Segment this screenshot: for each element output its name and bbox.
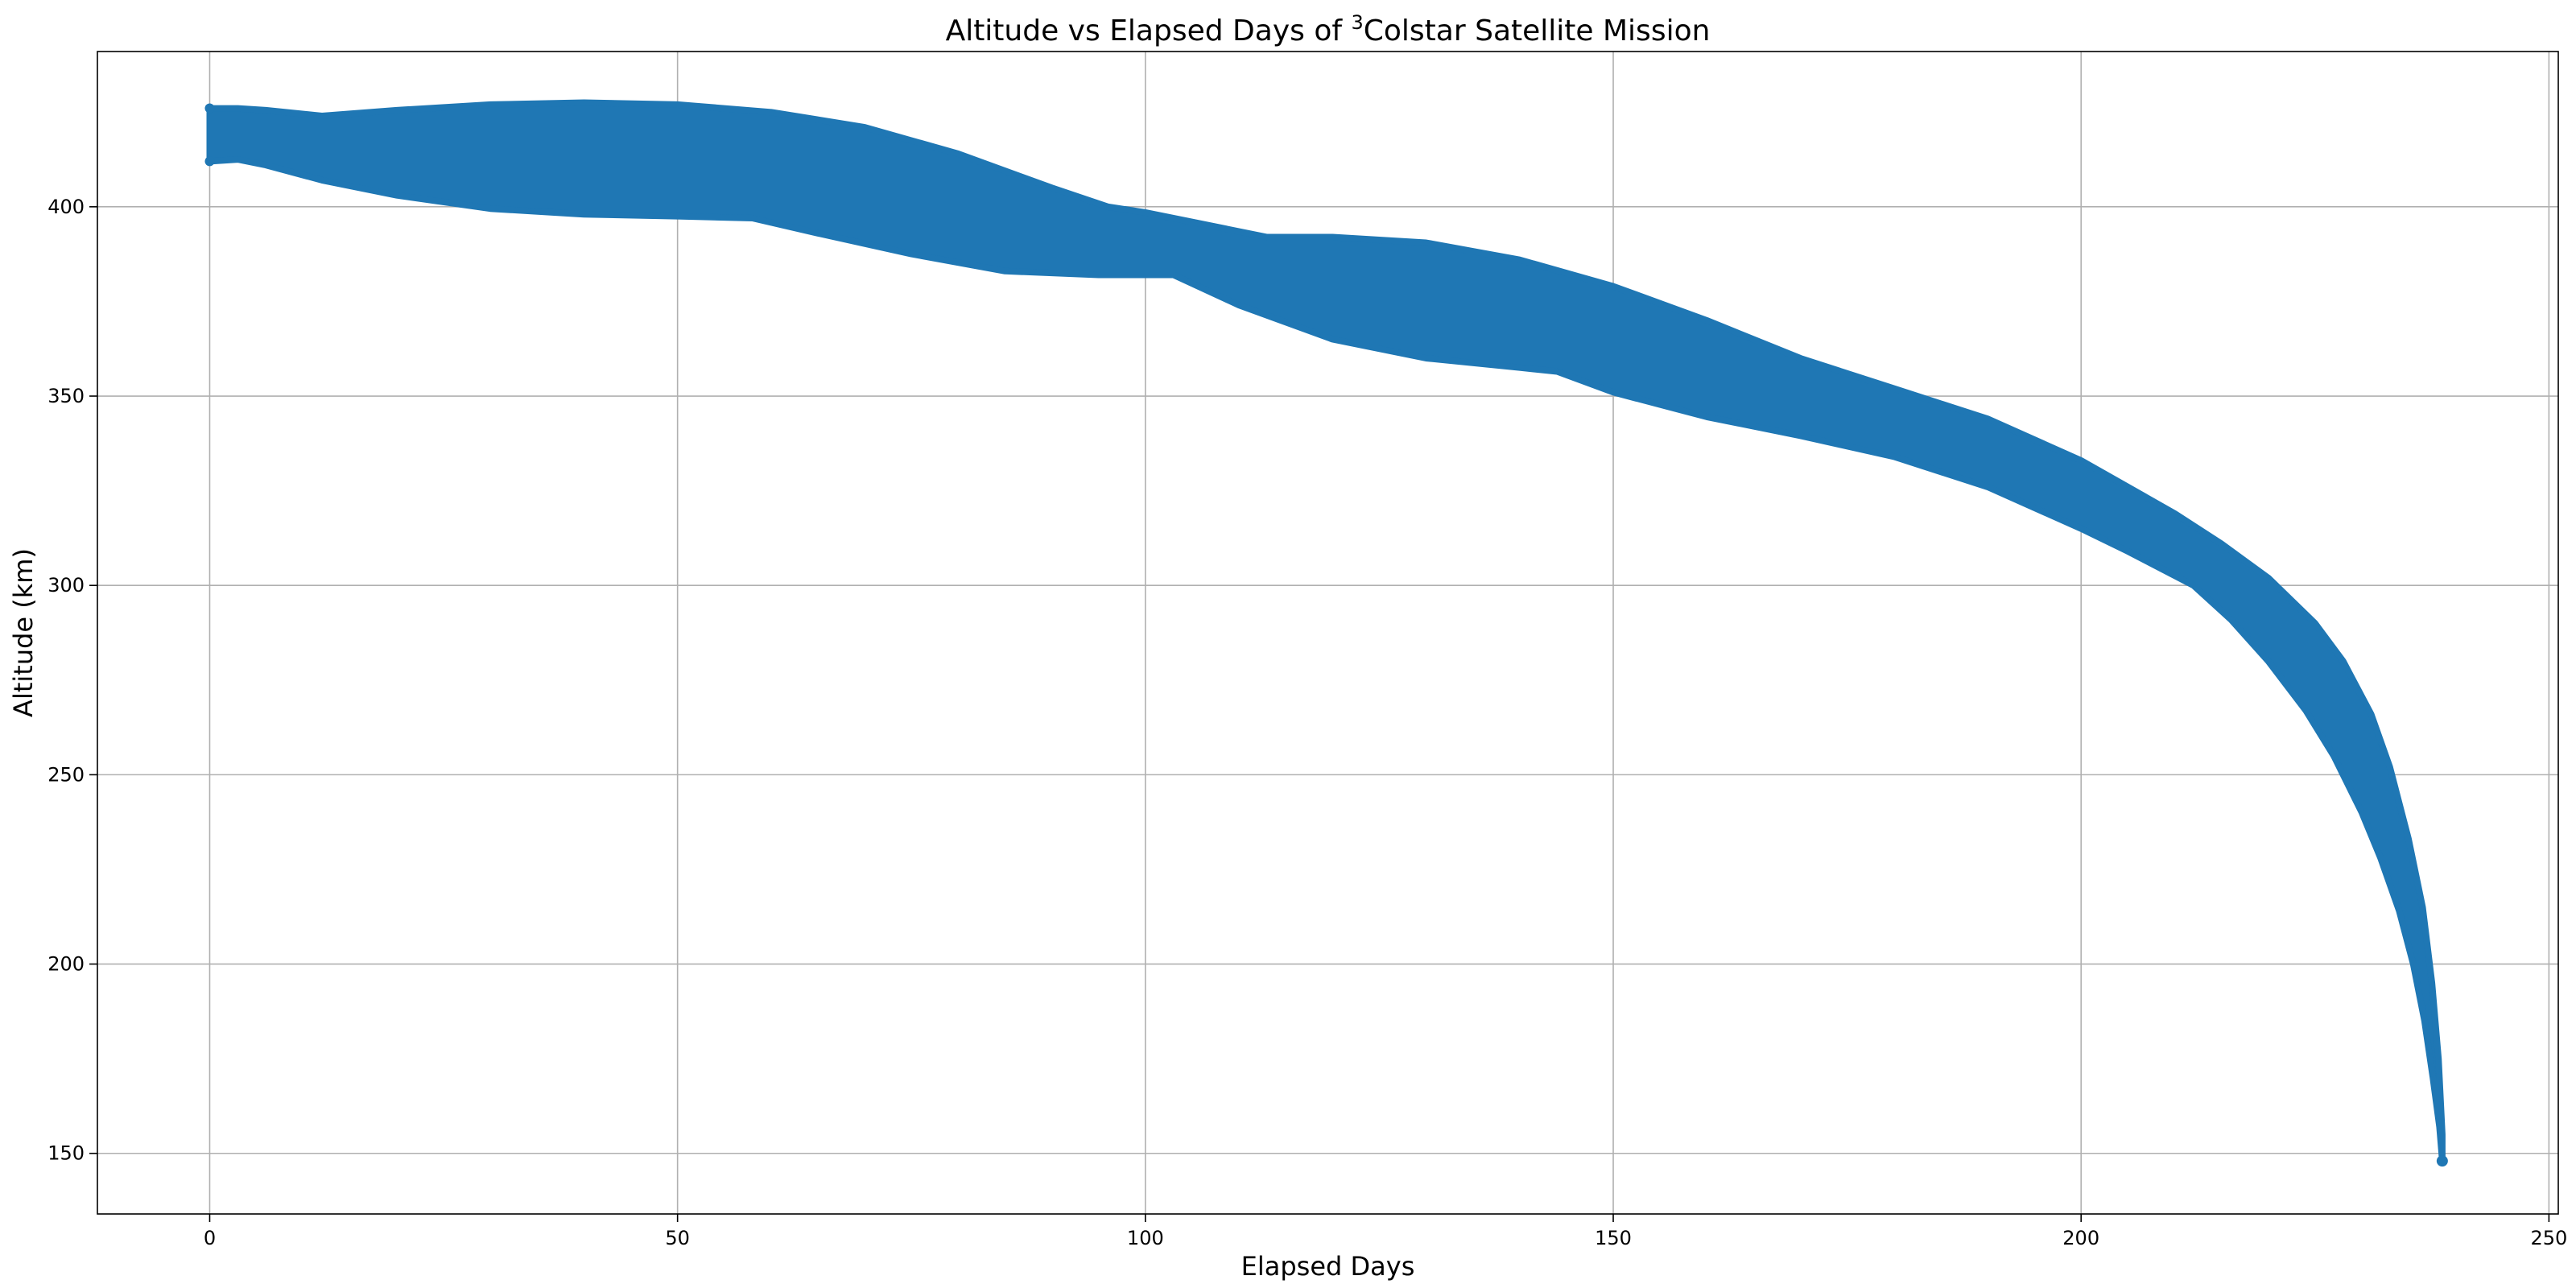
x-tick-label: 150 <box>1595 1227 1632 1249</box>
chart-title-suffix: Colstar Satellite Mission <box>1364 14 1711 47</box>
y-tick-label: 300 <box>47 574 85 597</box>
y-tick-label: 150 <box>47 1142 85 1165</box>
y-tick-label: 400 <box>47 196 85 218</box>
chart-title-superscript: 3 <box>1351 11 1363 34</box>
plot-area-frame <box>97 51 2559 1215</box>
y-tick-label: 200 <box>47 953 85 976</box>
chart-title-prefix: Altitude vs Elapsed Days of <box>946 14 1352 47</box>
y-tick-label: 350 <box>47 385 85 407</box>
axis-ticks: 0 50 100 150 200 250 150 200 250 300 350 400 <box>47 196 2567 1249</box>
x-tick-label: 250 <box>2530 1227 2567 1249</box>
start-marker-bottom <box>204 156 215 167</box>
x-tick-label: 50 <box>665 1227 690 1249</box>
start-marker-top <box>204 103 215 114</box>
chart-title: Altitude vs Elapsed Days of 3Colstar Sat… <box>946 11 1711 47</box>
x-axis-title: Elapsed Days <box>1241 1251 1415 1282</box>
x-tick-label: 100 <box>1127 1227 1164 1249</box>
y-axis-title: Altitude (km) <box>8 548 39 717</box>
y-tick-label: 250 <box>47 763 85 786</box>
altitude-scatter-band <box>206 99 2446 1165</box>
x-tick-label: 200 <box>2062 1227 2099 1249</box>
data-series <box>204 99 2448 1167</box>
final-point-marker <box>2436 1155 2448 1167</box>
grid-lines <box>97 52 2558 1214</box>
x-tick-label: 0 <box>204 1227 216 1249</box>
